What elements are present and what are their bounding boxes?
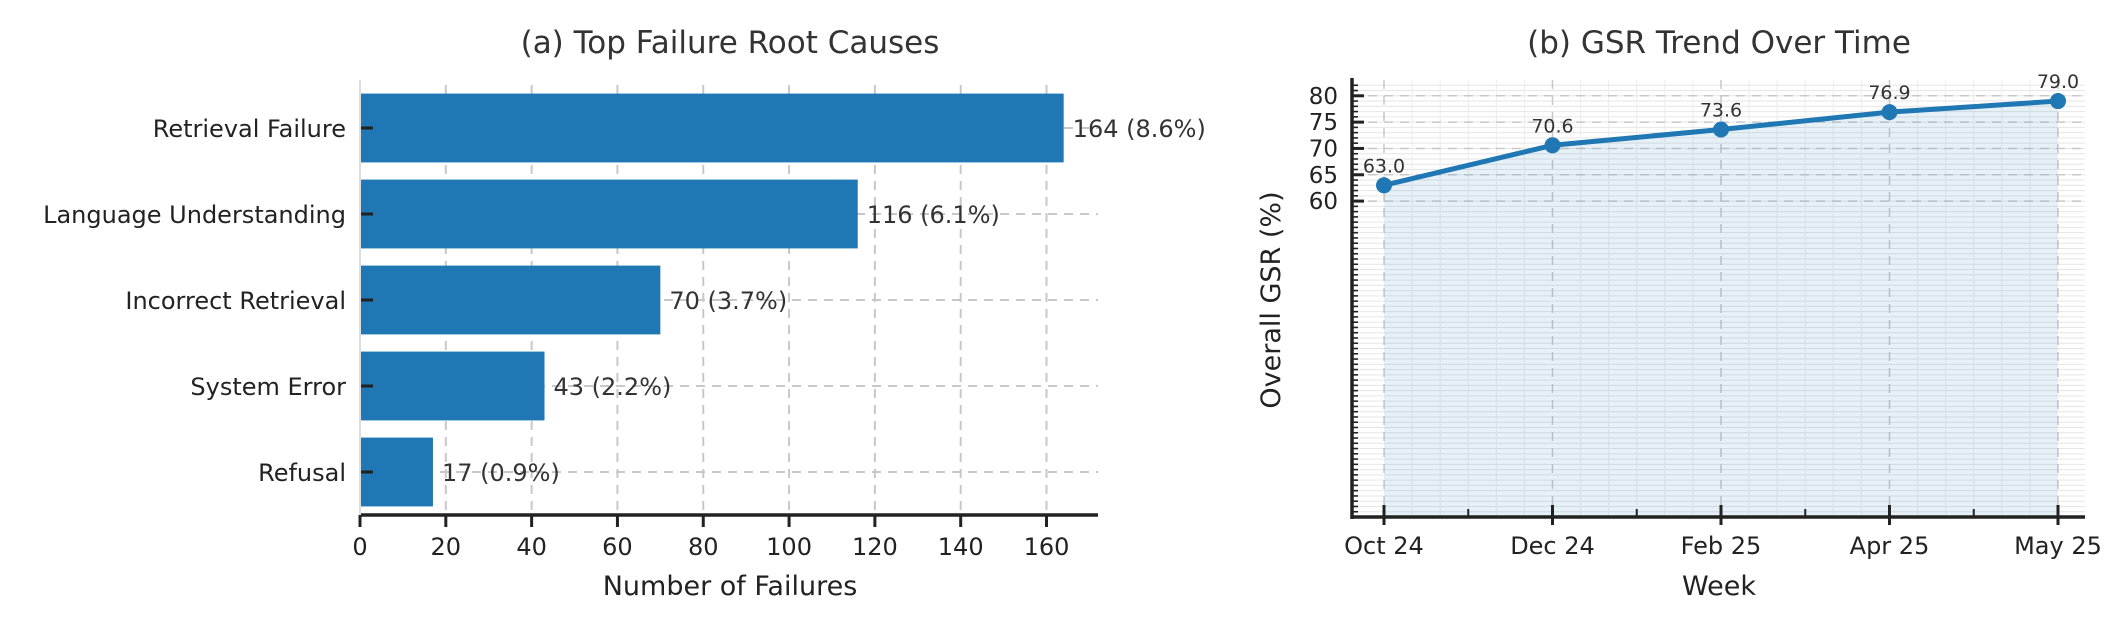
x-tick-label: Dec 24 bbox=[1510, 532, 1595, 560]
y-tick-label: 80 bbox=[1309, 84, 1338, 110]
category-label: Retrieval Failure bbox=[153, 115, 346, 143]
x-tick-label: Oct 24 bbox=[1344, 532, 1424, 560]
x-tick-label: Apr 25 bbox=[1850, 532, 1930, 560]
y-tick-label: 75 bbox=[1309, 110, 1338, 136]
data-point bbox=[1376, 177, 1392, 194]
line-chart-data-labels: 63.0 70.6 73.6 76.9 79.0 bbox=[1363, 71, 2079, 177]
line-chart-x-ticks: Oct 24 Dec 24 Feb 25 Apr 25 May 25 bbox=[1344, 505, 2102, 560]
x-tick-label: Feb 25 bbox=[1681, 532, 1762, 560]
bar bbox=[360, 351, 545, 421]
x-tick-label: 100 bbox=[766, 533, 812, 561]
bar bbox=[360, 179, 858, 249]
category-label: Incorrect Retrieval bbox=[125, 287, 346, 315]
data-point bbox=[1713, 121, 1729, 138]
point-data-label: 76.9 bbox=[1868, 82, 1910, 104]
x-tick-label: 60 bbox=[602, 533, 633, 561]
point-data-label: 73.6 bbox=[1700, 99, 1742, 121]
bar-chart-axes bbox=[359, 80, 1098, 517]
line-chart-x-axis-label: Week bbox=[1682, 571, 1756, 602]
line-chart-points bbox=[1376, 93, 2066, 194]
bar bbox=[360, 93, 1064, 163]
bar-chart-category-labels: Retrieval Failure Language Understanding I… bbox=[43, 115, 346, 487]
bar-chart-title: (a) Top Failure Root Causes bbox=[521, 25, 940, 61]
x-tick-label: 0 bbox=[352, 533, 367, 561]
x-tick-label: 160 bbox=[1024, 533, 1070, 561]
point-data-label: 70.6 bbox=[1531, 115, 1573, 137]
x-tick-label: 140 bbox=[938, 533, 984, 561]
category-label: System Error bbox=[190, 373, 346, 401]
data-point bbox=[1881, 104, 1898, 121]
data-point bbox=[1544, 137, 1561, 154]
bar-data-label: 43 (2.2%) bbox=[554, 373, 672, 401]
x-tick-label: 20 bbox=[431, 533, 462, 561]
bar bbox=[360, 265, 661, 335]
point-data-label: 63.0 bbox=[1363, 155, 1405, 177]
bar-chart-bars bbox=[360, 93, 1064, 507]
x-tick-label: 80 bbox=[688, 533, 719, 561]
bar-data-label: 116 (6.1%) bbox=[867, 201, 1000, 229]
bar-chart-x-ticks: 0 20 40 60 80 100 120 140 160 bbox=[352, 515, 1069, 561]
y-tick-label: 60 bbox=[1309, 189, 1338, 215]
category-label: Refusal bbox=[258, 459, 346, 487]
point-data-label: 79.0 bbox=[2037, 71, 2079, 93]
x-tick-label: May 25 bbox=[2014, 532, 2102, 560]
line-chart-y-axis-label: Overall GSR (%) bbox=[1256, 191, 1287, 408]
bar-data-label: 17 (0.9%) bbox=[442, 459, 560, 487]
bar-chart-x-axis-label: Number of Failures bbox=[603, 571, 858, 602]
data-point bbox=[2050, 93, 2066, 110]
bar-data-label: 164 (8.6%) bbox=[1073, 115, 1206, 143]
x-tick-label: 120 bbox=[852, 533, 898, 561]
line-chart-title: (b) GSR Trend Over Time bbox=[1527, 25, 1911, 61]
line-chart-axes bbox=[1350, 78, 2085, 519]
line-chart-panel: (b) GSR Trend Over Time 63.0 70.6 73.6 76.9… bbox=[1256, 25, 2102, 602]
bar-data-label: 70 (3.7%) bbox=[669, 287, 787, 315]
category-label: Language Understanding bbox=[43, 201, 346, 229]
line-chart-area-fill bbox=[1384, 101, 2058, 517]
x-tick-label: 40 bbox=[516, 533, 547, 561]
line-chart-grid bbox=[1352, 80, 2085, 517]
y-tick-label: 65 bbox=[1309, 163, 1338, 189]
bar-chart-data-labels: 164 (8.6%) 116 (6.1%) 70 (3.7%) 43 (2.2%) 17… bbox=[442, 115, 1206, 487]
bar-chart-panel: (a) Top Failure Root Causes 0 20 40 60 80 100… bbox=[43, 25, 1206, 602]
y-tick-label: 70 bbox=[1309, 136, 1338, 162]
